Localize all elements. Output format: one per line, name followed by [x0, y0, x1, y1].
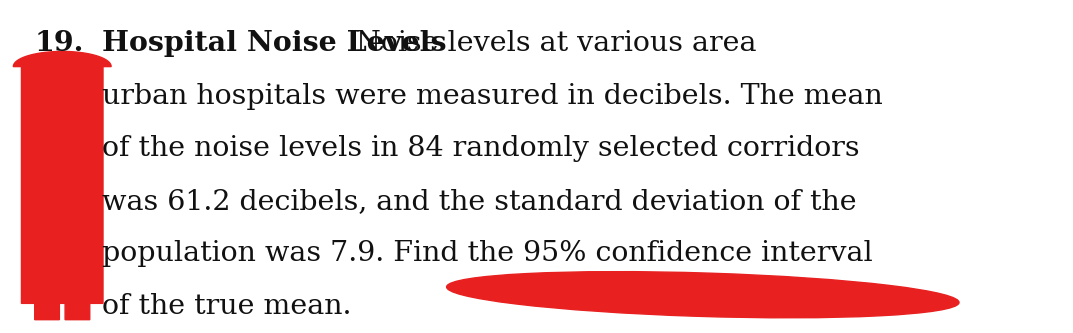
Text: 19.: 19. — [34, 30, 84, 57]
Ellipse shape — [446, 272, 959, 318]
Text: urban hospitals were measured in decibels. The mean: urban hospitals were measured in decibel… — [102, 83, 883, 110]
Text: was 61.2 decibels, and the standard deviation of the: was 61.2 decibels, and the standard devi… — [102, 188, 856, 215]
Text: of the noise levels in 84 randomly selected corridors: of the noise levels in 84 randomly selec… — [102, 135, 859, 162]
Text: Hospital Noise Levels: Hospital Noise Levels — [102, 30, 446, 57]
Text: population was 7.9. Find the 95% confidence interval: population was 7.9. Find the 95% confide… — [102, 240, 872, 267]
Text: Noise levels at various area: Noise levels at various area — [347, 30, 756, 57]
Polygon shape — [13, 51, 112, 320]
Text: of the true mean.: of the true mean. — [102, 293, 352, 320]
